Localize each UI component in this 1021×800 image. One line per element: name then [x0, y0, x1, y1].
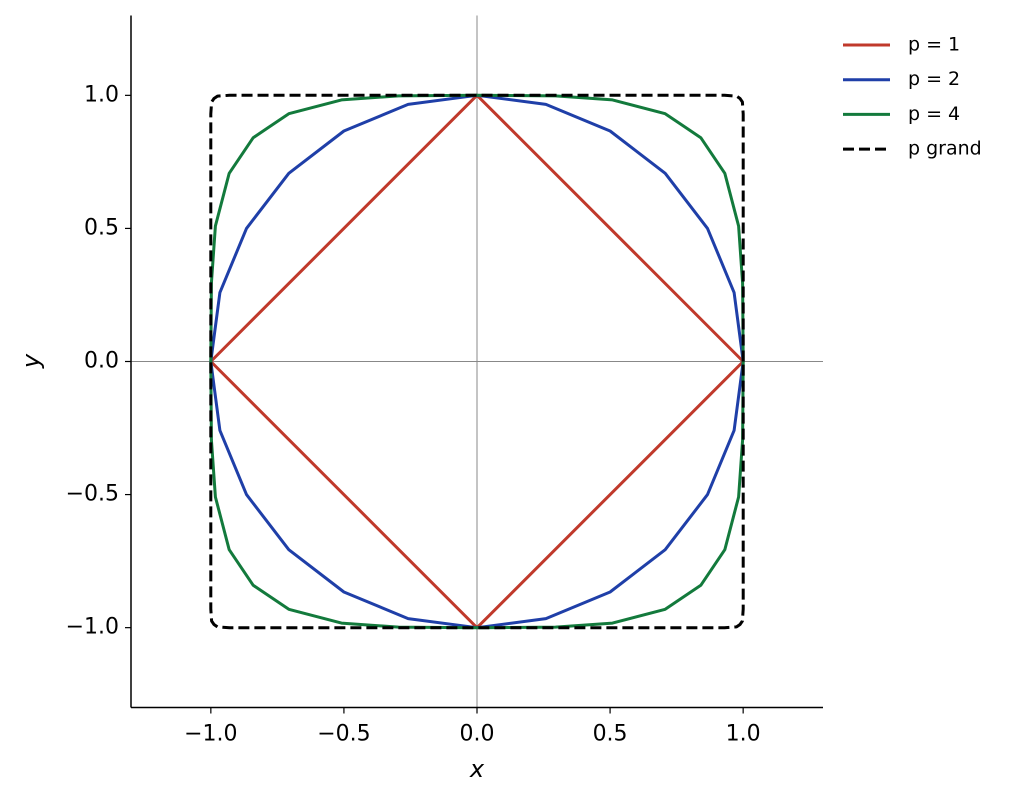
legend-label: p grand [908, 138, 982, 160]
y-axis-label: y [17, 353, 45, 369]
y-tick-label: −0.5 [66, 482, 119, 507]
legend-label: p = 2 [908, 68, 960, 90]
legend-label: p = 4 [908, 103, 960, 125]
x-tick-label: 1.0 [726, 722, 761, 747]
x-tick-label: −0.5 [317, 722, 370, 747]
x-axis-label: x [469, 755, 485, 783]
legend-label: p = 1 [908, 34, 960, 56]
x-tick-label: 0.5 [593, 722, 628, 747]
x-tick-label: 0.0 [460, 722, 495, 747]
y-tick-label: 0.0 [84, 349, 119, 374]
x-tick-label: −1.0 [184, 722, 237, 747]
y-tick-label: 1.0 [84, 82, 119, 107]
y-tick-label: −1.0 [66, 615, 119, 640]
series-line [209, 93, 745, 630]
series-line [209, 93, 745, 630]
y-tick-label: 0.5 [84, 215, 119, 240]
